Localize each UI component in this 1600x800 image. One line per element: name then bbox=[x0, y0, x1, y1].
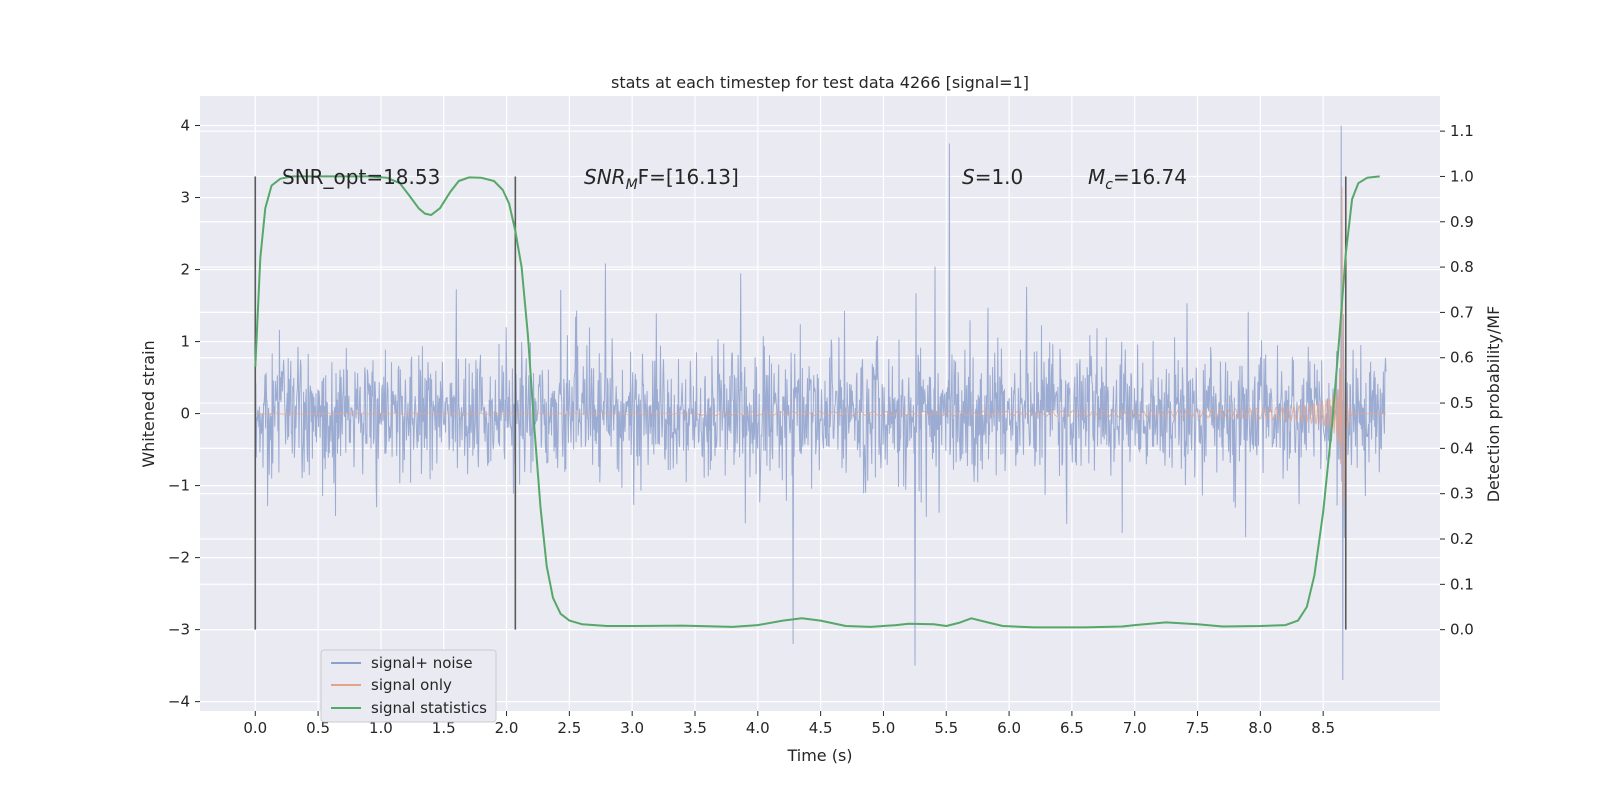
series-signal-noise bbox=[254, 125, 1387, 681]
y-left-tick-label: 2 bbox=[180, 261, 190, 279]
y-right-tick-label: 0.5 bbox=[1450, 394, 1474, 412]
y-right-tick-label: 0.0 bbox=[1450, 621, 1474, 639]
x-axis-title: Time (s) bbox=[786, 746, 852, 765]
y-left-tick-label: −4 bbox=[168, 693, 190, 711]
right-y-axis: 0.0 0.1 0.2 0.3 0.4 0.5 0.6 0.7 0.8 0.9 1.0 1.1 bbox=[1440, 122, 1474, 639]
legend: signal+ noise signal only signal statist… bbox=[320, 649, 497, 723]
left-y-axis-title: Whitened strain bbox=[139, 340, 158, 467]
annotation-mc: Mc=16.74 bbox=[1088, 165, 1187, 193]
y-right-tick-label: 0.3 bbox=[1450, 485, 1474, 503]
x-tick-label: 1.0 bbox=[369, 719, 393, 737]
x-tick-label: 0.5 bbox=[306, 719, 330, 737]
y-right-tick-label: 0.1 bbox=[1450, 575, 1474, 593]
y-right-tick-label: 0.9 bbox=[1450, 213, 1474, 231]
legend-label-signal-statistics: signal statistics bbox=[371, 699, 487, 717]
x-tick-label: 7.0 bbox=[1123, 719, 1147, 737]
chart-title: stats at each timestep for test data 426… bbox=[611, 73, 1029, 92]
legend-box bbox=[320, 649, 497, 723]
annotation-snr-opt: SNR_opt=18.53 bbox=[282, 165, 440, 189]
annotation-snr-mf: SNRMF=[16.13] bbox=[584, 165, 739, 193]
x-tick-label: 1.5 bbox=[432, 719, 456, 737]
x-tick-label: 2.5 bbox=[557, 719, 581, 737]
y-right-tick-label: 0.6 bbox=[1450, 349, 1474, 367]
x-tick-label: 3.5 bbox=[683, 719, 707, 737]
y-left-tick-label: −2 bbox=[168, 549, 190, 567]
y-left-tick-label: 3 bbox=[180, 189, 190, 207]
annotation-s: S=1.0 bbox=[962, 165, 1023, 189]
x-tick-label: 8.0 bbox=[1248, 719, 1272, 737]
x-tick-label: 5.0 bbox=[872, 719, 896, 737]
x-axis: 0.0 0.5 1.0 1.5 2.0 2.5 3.0 3.5 4.0 4.5 5.0 5.5 6.0 6… bbox=[243, 711, 1335, 737]
y-right-tick-label: 1.0 bbox=[1450, 167, 1474, 185]
left-y-axis: −4 −3 −2 −1 0 1 2 3 4 bbox=[168, 117, 200, 711]
x-tick-label: 2.0 bbox=[495, 719, 519, 737]
right-y-axis-title: Detection probability/MF bbox=[1484, 306, 1503, 503]
legend-label-signal-noise: signal+ noise bbox=[371, 654, 473, 672]
series-signal-only bbox=[255, 186, 1386, 508]
y-left-tick-label: 1 bbox=[180, 333, 190, 351]
x-tick-label: 6.5 bbox=[1060, 719, 1084, 737]
x-tick-label: 8.5 bbox=[1311, 719, 1335, 737]
y-left-tick-label: −3 bbox=[168, 621, 190, 639]
y-left-tick-label: −1 bbox=[168, 477, 190, 495]
y-left-tick-label: 4 bbox=[180, 117, 190, 135]
y-right-tick-label: 0.7 bbox=[1450, 303, 1474, 321]
y-right-tick-label: 0.8 bbox=[1450, 258, 1474, 276]
y-right-tick-label: 0.2 bbox=[1450, 530, 1474, 548]
data-layer bbox=[254, 125, 1387, 681]
series-signal-statistics bbox=[254, 175, 1380, 629]
x-tick-label: 0.0 bbox=[243, 719, 267, 737]
x-tick-label: 6.0 bbox=[997, 719, 1021, 737]
y-right-tick-label: 0.4 bbox=[1450, 439, 1474, 457]
y-right-tick-label: 1.1 bbox=[1450, 122, 1474, 140]
x-tick-label: 3.0 bbox=[620, 719, 644, 737]
legend-label-signal-only: signal only bbox=[371, 676, 452, 694]
x-tick-label: 4.0 bbox=[746, 719, 770, 737]
x-tick-label: 7.5 bbox=[1186, 719, 1210, 737]
x-tick-label: 5.5 bbox=[934, 719, 958, 737]
x-tick-label: 4.5 bbox=[809, 719, 833, 737]
y-left-tick-label: 0 bbox=[180, 405, 190, 423]
